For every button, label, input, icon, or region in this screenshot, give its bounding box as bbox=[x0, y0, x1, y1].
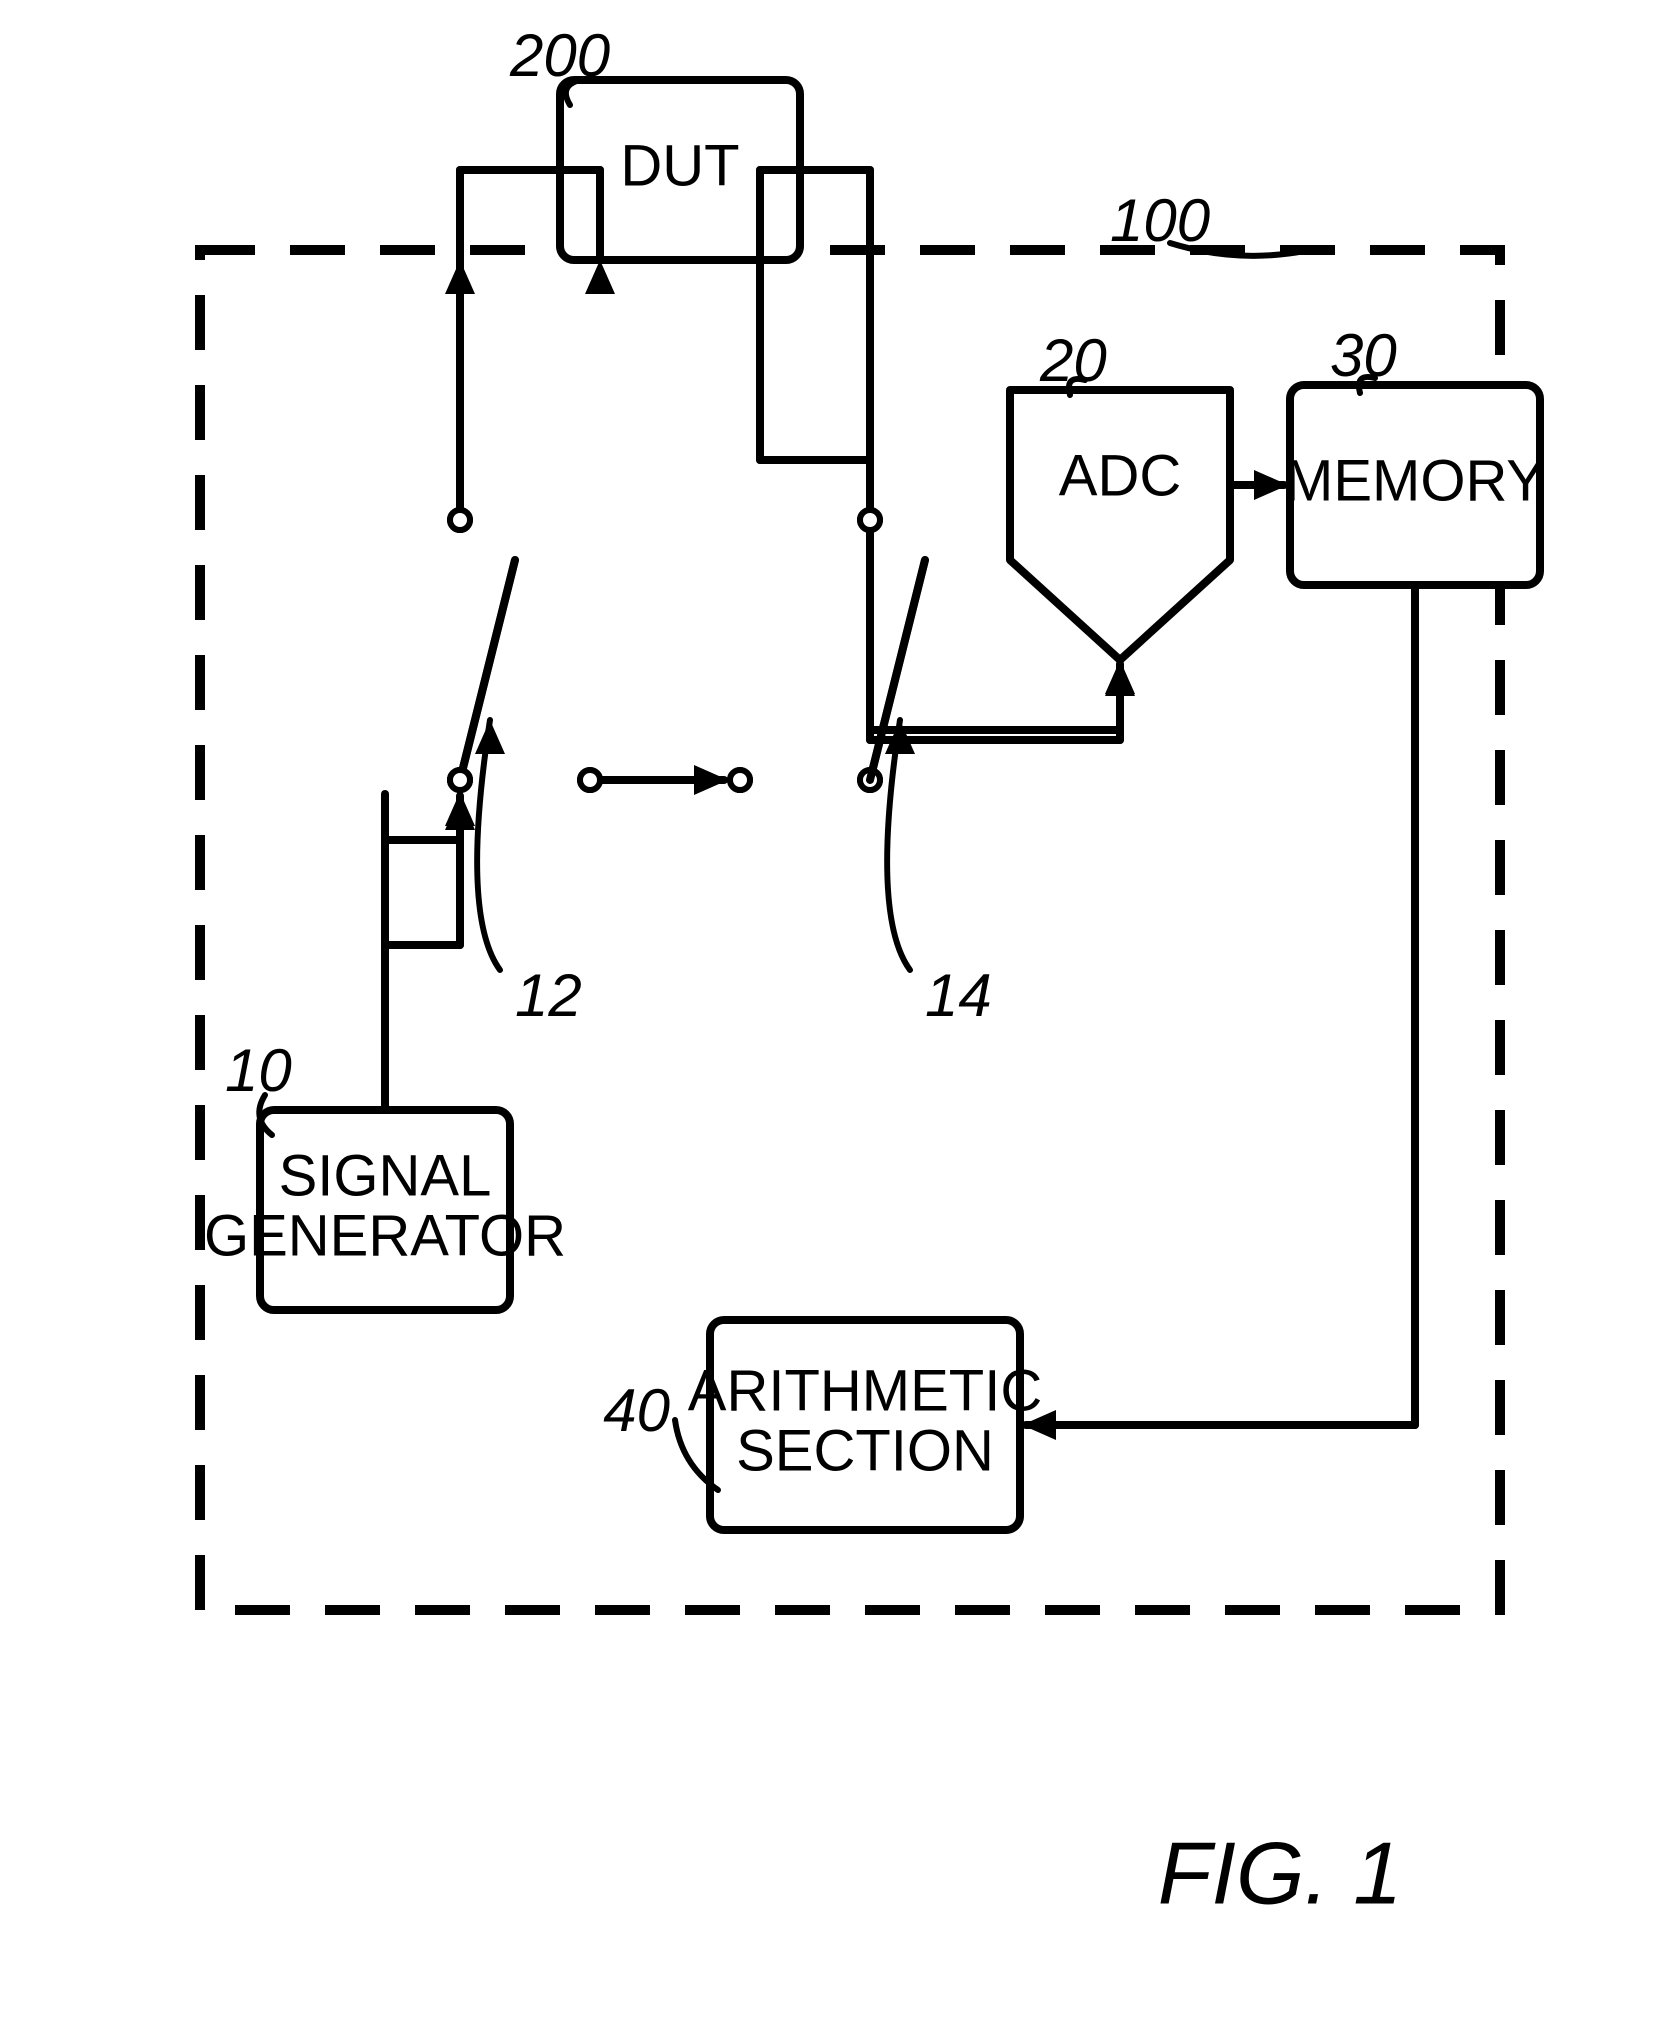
memory-label: MEMORY bbox=[1285, 448, 1545, 513]
figure-label: FIG. 1 bbox=[1158, 1823, 1403, 1922]
adc-block bbox=[1010, 390, 1230, 660]
ref-12: 12 bbox=[515, 962, 582, 1029]
ref-40: 40 bbox=[603, 1377, 670, 1444]
ref-10: 10 bbox=[225, 1037, 292, 1104]
arithmetic-label-2: SECTION bbox=[736, 1418, 994, 1483]
dut-label: DUT bbox=[620, 133, 739, 198]
ref-14: 14 bbox=[925, 962, 992, 1029]
signal-generator-label-2: GENERATOR bbox=[204, 1203, 566, 1268]
ref-200: 200 bbox=[509, 22, 610, 89]
ref-100: 100 bbox=[1110, 187, 1210, 254]
ref-20: 20 bbox=[1039, 327, 1107, 394]
signal-generator-label-1: SIGNAL bbox=[279, 1143, 492, 1208]
arithmetic-label-1: ARITHMETIC bbox=[688, 1358, 1042, 1423]
adc-label: ADC bbox=[1059, 443, 1181, 508]
